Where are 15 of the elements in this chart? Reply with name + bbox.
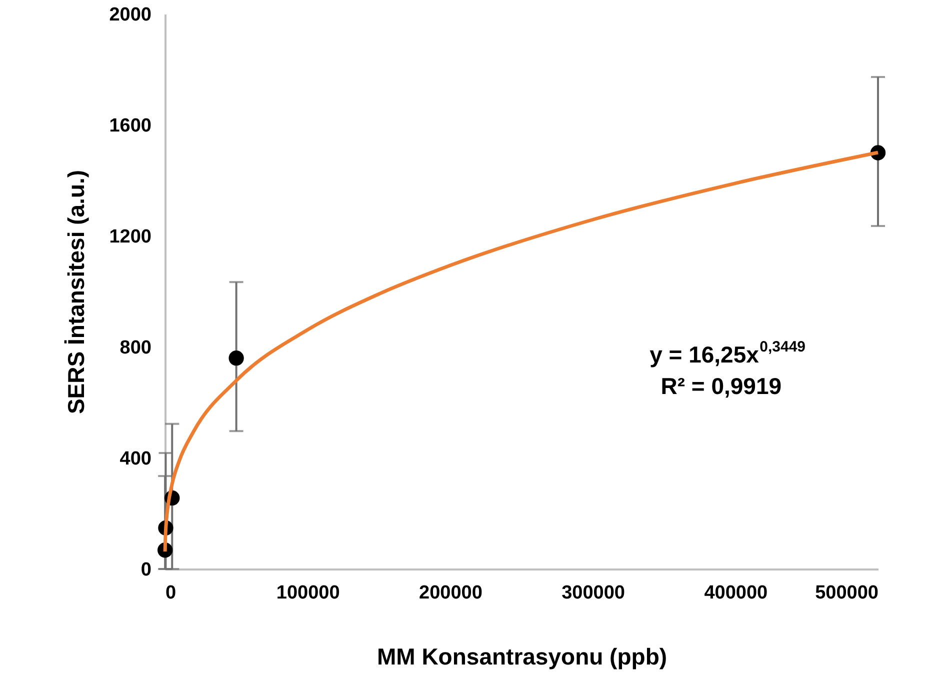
x-tick-label: 400000	[704, 582, 768, 604]
annotation: R² = 0,9919	[660, 372, 782, 399]
x-tick-label: 0	[166, 582, 176, 604]
y-axis-title: SERS İntansitesi (a.u.)	[63, 170, 90, 414]
x-tick-label: 100000	[276, 582, 340, 604]
x-tick-label: 300000	[562, 582, 626, 604]
y-tick-label: 1200	[109, 226, 152, 248]
x-tick-label: 500000	[815, 582, 878, 604]
x-tick-label: 200000	[418, 582, 482, 604]
y-tick-label: 0	[140, 560, 152, 580]
y-tick-label: 2000	[109, 4, 152, 26]
y-tick-label: 400	[120, 448, 152, 470]
y-tick-label: 1600	[109, 116, 152, 136]
y-tick-label: 800	[120, 338, 152, 358]
x-axis-title: MM Konsantrasyonu (ppb)	[376, 644, 668, 670]
